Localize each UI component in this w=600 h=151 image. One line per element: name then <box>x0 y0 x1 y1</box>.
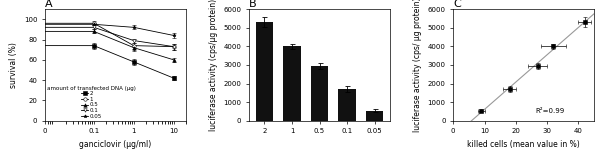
Y-axis label: luciferase activity (cps/μg protein): luciferase activity (cps/μg protein) <box>209 0 218 131</box>
Bar <box>283 46 301 121</box>
Legend: 2, 1, 0.5, 0.1, 0.05: 2, 1, 0.5, 0.1, 0.05 <box>47 85 137 119</box>
Text: A: A <box>45 0 53 9</box>
Text: B: B <box>249 0 257 9</box>
Bar <box>256 22 274 121</box>
Bar <box>338 89 356 121</box>
Bar <box>365 111 383 121</box>
Y-axis label: survival (%): survival (%) <box>10 42 19 88</box>
Bar <box>311 66 328 121</box>
Text: C: C <box>453 0 461 9</box>
Y-axis label: luciferase activity (cps/ μg protein): luciferase activity (cps/ μg protein) <box>413 0 422 132</box>
X-axis label: killed cells (mean value in %): killed cells (mean value in %) <box>467 140 580 149</box>
Text: R²=0.99: R²=0.99 <box>535 108 564 114</box>
X-axis label: ganciclovir (μg/ml): ganciclovir (μg/ml) <box>79 140 152 149</box>
